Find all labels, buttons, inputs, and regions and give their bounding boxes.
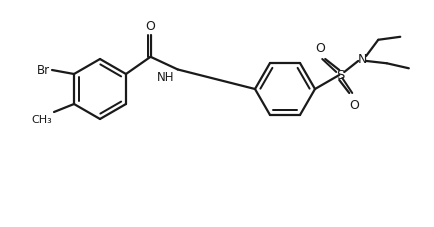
Text: O: O [349,99,359,111]
Text: Br: Br [37,63,50,76]
Text: CH₃: CH₃ [31,114,52,124]
Text: S: S [336,68,345,81]
Text: O: O [316,42,325,55]
Text: NH: NH [156,71,174,84]
Text: N: N [358,53,367,66]
Text: O: O [146,20,155,33]
